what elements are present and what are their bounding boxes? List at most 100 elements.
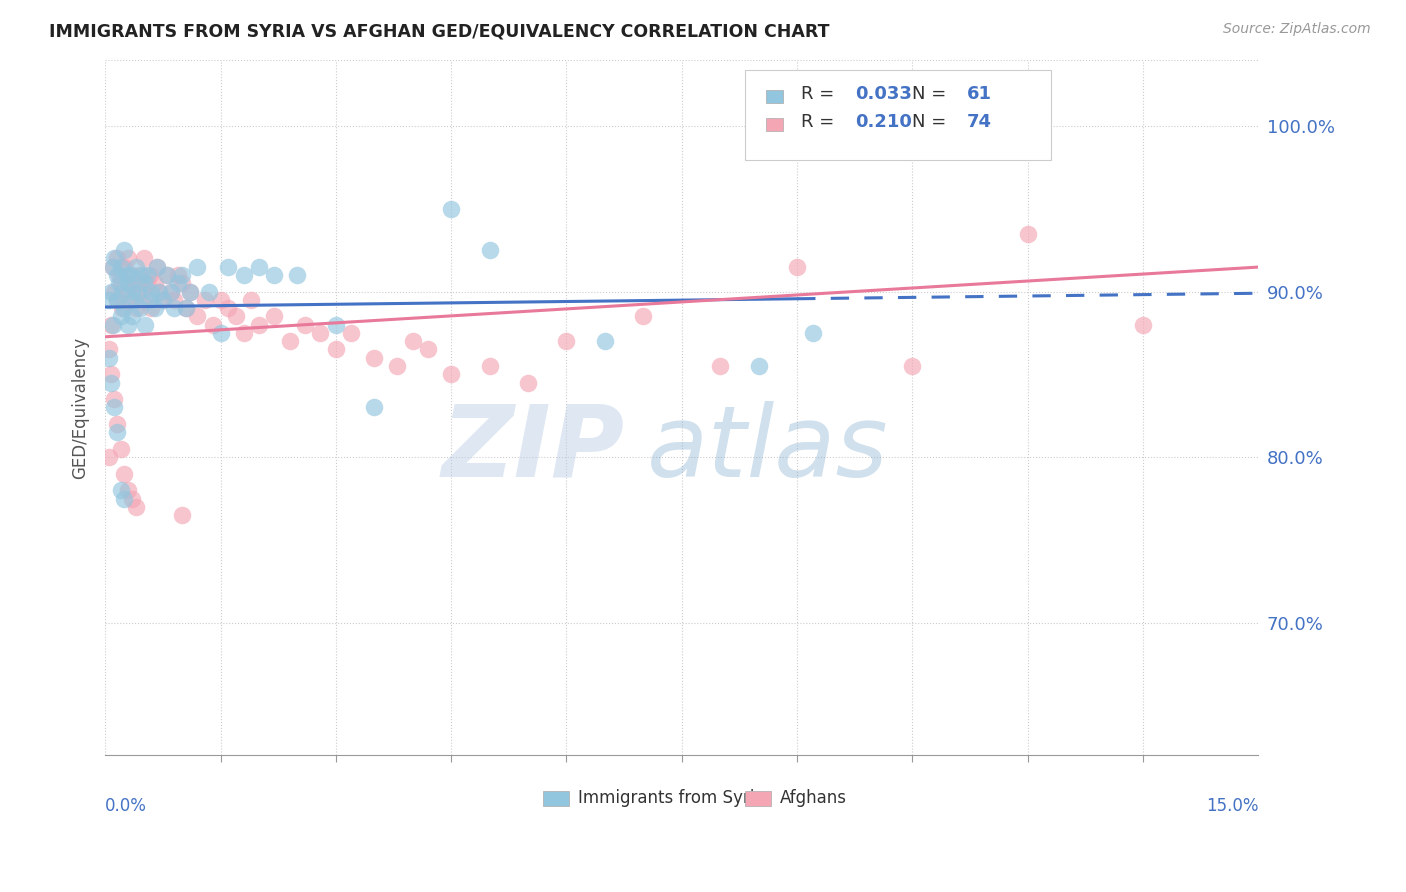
Point [148,285,170,299]
Point [114,301,136,315]
Point [325,318,347,332]
Text: 0.210: 0.210 [855,113,911,131]
Point [117,483,139,498]
Point [127,285,149,299]
Point [633,310,655,324]
Point [114,243,136,257]
Point [141,285,163,299]
Point [98,351,121,365]
Point [121,268,143,282]
Point [901,359,924,373]
Point [174,301,197,315]
Text: atlas: atlas [647,401,889,498]
Point [240,293,263,307]
Point [108,277,131,291]
Point [136,277,159,291]
Point [247,260,270,274]
Text: IMMIGRANTS FROM SYRIA VS AFGHAN GED/EQUIVALENCY CORRELATION CHART: IMMIGRANTS FROM SYRIA VS AFGHAN GED/EQUI… [49,22,830,40]
Point [131,268,153,282]
Point [194,293,217,307]
Point [143,301,166,315]
Point [593,334,616,349]
Point [156,268,179,282]
Point [801,326,824,340]
Point [100,376,122,390]
Point [105,252,128,266]
FancyBboxPatch shape [766,118,783,130]
Point [108,268,131,282]
Point [278,334,301,349]
Point [363,351,385,365]
Point [117,318,139,332]
Point [139,293,162,307]
Point [402,334,425,349]
Point [225,310,247,324]
Point [174,301,197,315]
Point [103,252,125,266]
Point [159,285,181,299]
Point [163,301,186,315]
Text: Afghans: Afghans [780,789,846,807]
Point [387,359,409,373]
Point [101,260,124,274]
Point [127,277,149,291]
Point [114,260,136,274]
Point [98,293,121,307]
Point [110,277,132,291]
FancyBboxPatch shape [745,70,1050,161]
Point [440,368,463,382]
Point [294,318,316,332]
Point [98,343,121,357]
Point [101,318,124,332]
Text: Source: ZipAtlas.com: Source: ZipAtlas.com [1223,22,1371,37]
Point [478,243,501,257]
Text: N =: N = [912,113,952,131]
Point [117,277,139,291]
Point [115,268,138,282]
Point [125,301,148,315]
Point [141,301,163,315]
Point [128,268,150,282]
Point [1132,318,1154,332]
Point [114,491,136,506]
Text: N =: N = [912,86,952,103]
Point [103,392,125,407]
Point [209,293,232,307]
Point [132,277,155,291]
Point [217,260,239,274]
Point [105,425,128,440]
Point [105,293,128,307]
Point [152,293,174,307]
Point [115,285,138,299]
Point [125,500,148,514]
Point [146,260,169,274]
Point [167,268,190,282]
Point [186,310,208,324]
Point [340,326,363,340]
Point [172,268,194,282]
Point [555,334,578,349]
Point [209,326,232,340]
Point [121,285,143,299]
Point [143,277,166,291]
Point [100,368,122,382]
Point [232,268,254,282]
Point [125,260,148,274]
Point [309,326,332,340]
Point [186,260,208,274]
Point [172,508,194,523]
Point [134,318,156,332]
Point [117,252,139,266]
Point [134,293,156,307]
Point [232,326,254,340]
Point [263,310,285,324]
Point [1017,227,1039,241]
Point [152,293,174,307]
Point [198,285,221,299]
Point [478,359,501,373]
Point [105,417,128,431]
Point [111,285,134,299]
Point [103,401,125,415]
Point [517,376,540,390]
Point [179,285,201,299]
